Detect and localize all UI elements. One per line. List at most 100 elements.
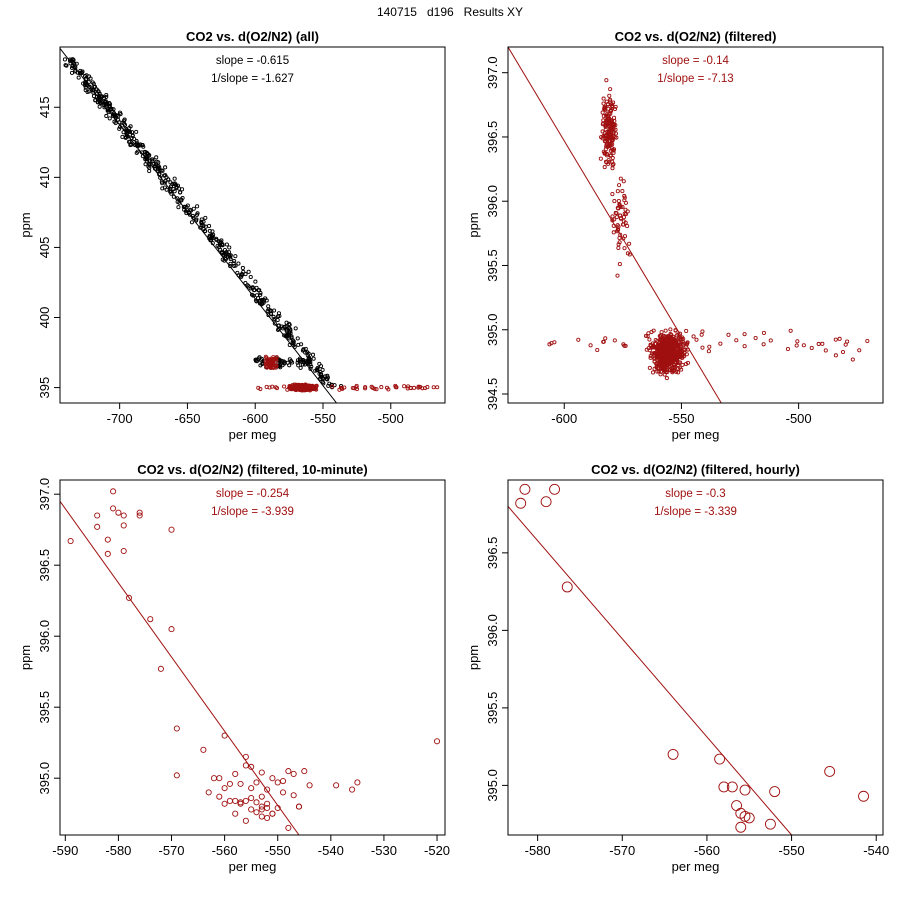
data-point <box>221 785 228 792</box>
data-point <box>718 781 730 793</box>
data-point <box>402 384 407 389</box>
data-point <box>694 337 699 342</box>
chart-title: CO2 vs. d(O2/N2) (filtered, hourly) <box>591 462 800 477</box>
y-tick-label: 394.5 <box>485 378 500 411</box>
data-point <box>785 346 790 352</box>
series-hourly <box>515 483 869 833</box>
data-point <box>678 331 683 336</box>
data-point <box>655 363 660 368</box>
data-point <box>173 772 180 779</box>
data-point <box>623 343 628 348</box>
data-point <box>699 332 704 337</box>
data-point <box>246 269 251 274</box>
data-point <box>120 522 127 529</box>
data-point <box>643 333 648 338</box>
data-point <box>211 232 216 237</box>
data-point <box>166 177 171 182</box>
data-point <box>607 111 612 116</box>
inverse-slope-annotation: 1/slope = -3.339 <box>654 506 737 518</box>
data-point <box>284 328 289 333</box>
data-point <box>677 351 682 356</box>
data-point <box>279 358 284 363</box>
data-point <box>228 264 233 269</box>
data-point <box>656 352 661 358</box>
data-point <box>794 343 799 348</box>
data-point <box>97 92 102 97</box>
data-point <box>662 359 667 364</box>
data-point <box>742 344 747 349</box>
data-point <box>285 768 292 775</box>
data-point <box>289 334 294 339</box>
data-point <box>279 324 285 329</box>
data-point <box>313 385 318 390</box>
data-point <box>67 58 73 63</box>
y-tick-label: 395.0 <box>485 313 500 346</box>
inverse-slope-annotation: 1/slope = -7.13 <box>657 73 733 85</box>
data-point <box>652 356 657 361</box>
data-layer <box>547 78 870 381</box>
x-tick-label: -550 <box>668 411 694 426</box>
x-tick-label: -700 <box>107 411 133 426</box>
data-point <box>153 162 158 167</box>
series-all <box>62 57 344 390</box>
data-point <box>664 376 669 381</box>
data-point <box>129 142 134 147</box>
data-point <box>188 207 193 212</box>
y-axis-label: ppm <box>18 212 33 237</box>
data-point <box>222 248 227 253</box>
data-point <box>625 209 630 214</box>
data-point <box>110 505 117 512</box>
data-point <box>190 213 196 218</box>
data-point <box>620 222 626 227</box>
data-point <box>282 384 287 389</box>
data-point <box>604 78 609 83</box>
y-tick-label: 395.0 <box>37 762 52 795</box>
data-point <box>241 269 246 274</box>
y-axis-label: ppm <box>466 645 481 670</box>
data-point <box>124 135 129 140</box>
data-point <box>622 193 627 199</box>
data-point <box>162 185 167 190</box>
data-point <box>739 810 751 822</box>
data-point <box>168 526 175 533</box>
data-point <box>120 134 125 139</box>
data-point <box>824 765 836 777</box>
data-point <box>718 341 723 346</box>
data-point <box>240 265 245 271</box>
data-point <box>258 386 263 392</box>
data-point <box>178 197 184 202</box>
data-point <box>664 337 669 342</box>
data-point <box>833 353 838 358</box>
data-point <box>99 94 104 99</box>
data-point <box>160 181 165 186</box>
data-point <box>656 369 661 374</box>
chart-title: CO2 vs. d(O2/N2) (filtered, 10-minute) <box>137 462 367 477</box>
data-point <box>363 386 368 391</box>
data-point <box>422 386 427 391</box>
data-point <box>289 359 294 364</box>
data-point <box>305 350 310 355</box>
data-point <box>271 365 276 370</box>
data-point <box>264 800 271 807</box>
data-point <box>612 338 617 343</box>
data-point <box>110 488 117 495</box>
data-point <box>731 800 743 811</box>
data-point <box>72 69 78 74</box>
y-tick-label: 415 <box>37 96 52 118</box>
data-point <box>670 366 676 371</box>
data-point <box>67 538 74 545</box>
data-point <box>201 223 206 228</box>
data-point <box>658 372 663 377</box>
data-point <box>219 242 224 247</box>
y-tick-label: 395.0 <box>485 769 500 802</box>
data-point <box>266 304 271 309</box>
data-point <box>264 786 271 793</box>
data-point <box>178 190 183 195</box>
data-point <box>326 383 331 388</box>
data-point <box>651 345 656 350</box>
data-point <box>601 121 606 126</box>
data-point <box>301 768 308 775</box>
data-point <box>850 357 855 362</box>
data-point <box>280 363 285 368</box>
data-point <box>207 228 212 233</box>
